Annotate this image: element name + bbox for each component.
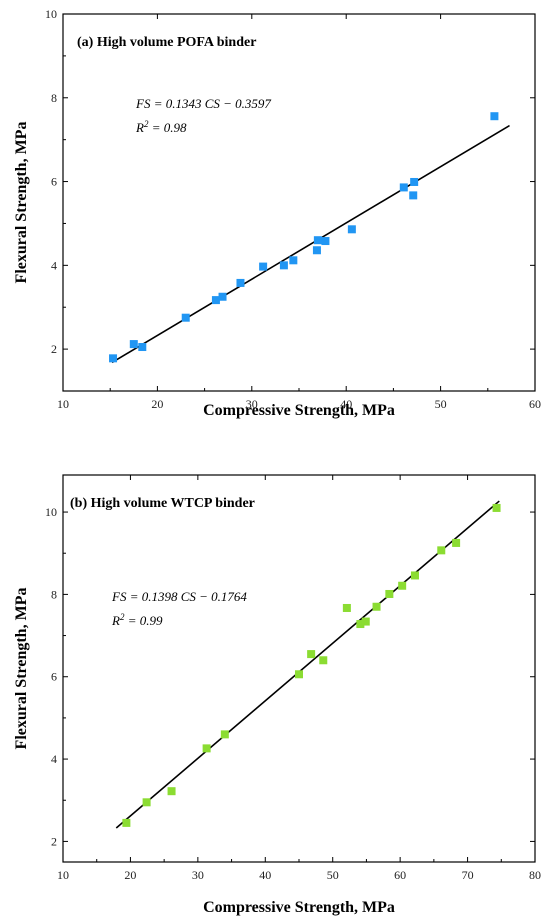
data-point bbox=[211, 296, 220, 305]
x-tick-label: 30 bbox=[192, 868, 204, 882]
data-point bbox=[452, 538, 461, 547]
chart-panel-b: 10 20 30 40 50 60 70 80 2 4 6 8 10 (b) High volume WT… bbox=[13, 474, 541, 916]
y-tick-label: 10 bbox=[45, 505, 57, 519]
data-point bbox=[342, 603, 351, 612]
chart-panel-a: 10 20 30 40 50 60 2 4 6 8 10 (a) High volume POFA b… bbox=[13, 7, 541, 419]
data-point bbox=[181, 313, 190, 322]
data-point bbox=[312, 246, 321, 255]
x-tick-label: 20 bbox=[124, 868, 136, 882]
y-axis-title: Flexural Strength, MPa bbox=[13, 122, 30, 284]
regression-line bbox=[111, 124, 510, 364]
data-point bbox=[259, 262, 268, 271]
x-tick-label: 30 bbox=[246, 397, 258, 411]
x-tick-label: 60 bbox=[394, 868, 406, 882]
y-tick-label: 8 bbox=[51, 587, 57, 601]
x-tick-label: 50 bbox=[435, 397, 447, 411]
data-point bbox=[129, 340, 138, 349]
y-tick-label: 4 bbox=[51, 752, 57, 766]
panel-title: (a) High volume POFA binder bbox=[77, 35, 256, 50]
y-tick-label: 6 bbox=[51, 175, 57, 189]
y-tick-label: 10 bbox=[45, 7, 57, 21]
regression-equation: FS = 0.1398 CS − 0.1764 bbox=[111, 589, 247, 604]
data-point bbox=[410, 571, 419, 580]
r-squared: R2 = 0.98 bbox=[135, 119, 187, 135]
data-point bbox=[399, 183, 408, 192]
data-point bbox=[167, 787, 176, 796]
x-tick-label: 40 bbox=[340, 397, 352, 411]
plot-frame bbox=[62, 13, 536, 392]
regression-line bbox=[115, 500, 500, 829]
data-point bbox=[437, 546, 446, 555]
data-point bbox=[361, 617, 370, 626]
data-point bbox=[122, 818, 131, 827]
x-tick-label: 60 bbox=[529, 397, 541, 411]
panel-title: (b) High volume WTCP binder bbox=[70, 496, 255, 511]
y-tick-label: 6 bbox=[51, 670, 57, 684]
x-tick-label: 50 bbox=[327, 868, 339, 882]
data-point bbox=[109, 354, 118, 363]
data-point bbox=[142, 798, 151, 807]
data-point bbox=[356, 620, 365, 629]
x-tick-label: 80 bbox=[529, 868, 541, 882]
data-point bbox=[307, 650, 316, 659]
x-axis-title: Compressive Strength, MPa bbox=[203, 899, 395, 916]
y-axis-title: Flexural Strength, MPa bbox=[13, 588, 30, 750]
data-point bbox=[492, 503, 501, 512]
data-point bbox=[220, 730, 229, 739]
data-point bbox=[279, 261, 288, 270]
data-point bbox=[398, 581, 407, 590]
x-tick-label: 10 bbox=[57, 868, 69, 882]
data-point bbox=[218, 292, 227, 301]
y-tick-label: 4 bbox=[51, 258, 57, 272]
x-tick-label: 20 bbox=[151, 397, 163, 411]
r-squared: R2 = 0.99 bbox=[111, 612, 163, 628]
data-point bbox=[289, 256, 298, 265]
x-tick-label: 40 bbox=[259, 868, 271, 882]
data-point bbox=[202, 744, 211, 753]
data-point bbox=[409, 191, 418, 200]
x-tick-label: 10 bbox=[57, 397, 69, 411]
data-point bbox=[319, 656, 328, 665]
data-point bbox=[295, 670, 303, 679]
y-tick-label: 8 bbox=[51, 91, 57, 105]
data-point bbox=[347, 225, 356, 234]
data-point bbox=[138, 343, 147, 352]
data-point bbox=[313, 236, 322, 245]
data-point bbox=[236, 278, 245, 287]
regression-equation: FS = 0.1343 CS − 0.3597 bbox=[135, 96, 271, 111]
data-point bbox=[321, 237, 330, 246]
data-point bbox=[385, 589, 394, 598]
data-point bbox=[490, 112, 499, 121]
plot-frame bbox=[62, 474, 536, 863]
x-axis-title: Compressive Strength, MPa bbox=[203, 402, 395, 419]
data-point bbox=[372, 602, 381, 611]
y-tick-label: 2 bbox=[51, 342, 57, 356]
x-tick-label: 70 bbox=[462, 868, 474, 882]
data-point bbox=[410, 177, 419, 186]
y-tick-label: 2 bbox=[51, 834, 57, 848]
